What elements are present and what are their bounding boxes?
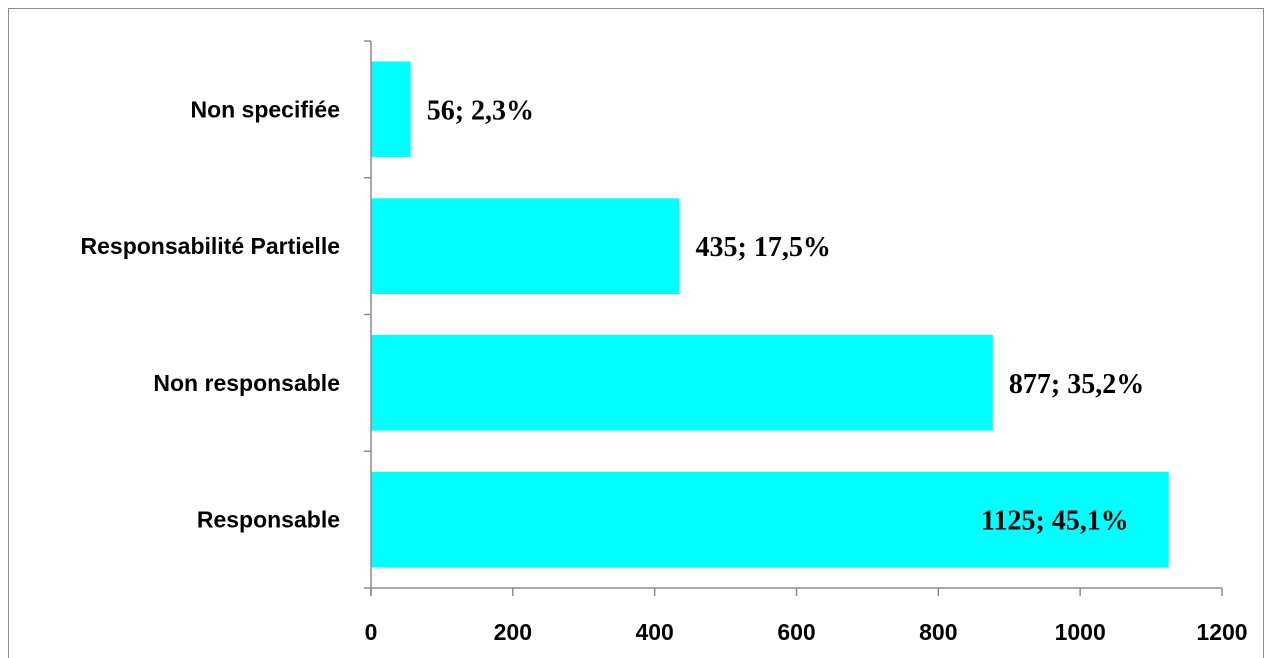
bar-0 (371, 471, 1169, 568)
data-label-1: 877; 35,2% (1009, 369, 1144, 400)
x-tick-label-1: 200 (494, 619, 532, 645)
category-label-1: Non responsable (153, 370, 340, 396)
x-tick-label-3: 600 (777, 619, 815, 645)
x-tick-label-0: 0 (365, 619, 378, 645)
data-label-3: 56; 2,3% (427, 95, 534, 126)
data-label-0: 1125; 45,1% (981, 506, 1129, 537)
x-tick-label-2: 400 (635, 619, 673, 645)
category-label-3: Non specifiée (190, 96, 340, 122)
category-label-2: Responsabilité Partielle (81, 233, 340, 259)
x-tick-label-6: 1200 (1196, 619, 1247, 645)
chart-frame (8, 8, 1264, 658)
x-tick-label-4: 800 (919, 619, 957, 645)
bar-1 (371, 335, 993, 431)
bar-3 (371, 61, 411, 158)
data-label-2: 435; 17,5% (696, 232, 831, 263)
category-label-0: Responsable (197, 507, 340, 533)
bar-2 (371, 198, 680, 294)
x-tick-label-5: 1000 (1055, 619, 1106, 645)
